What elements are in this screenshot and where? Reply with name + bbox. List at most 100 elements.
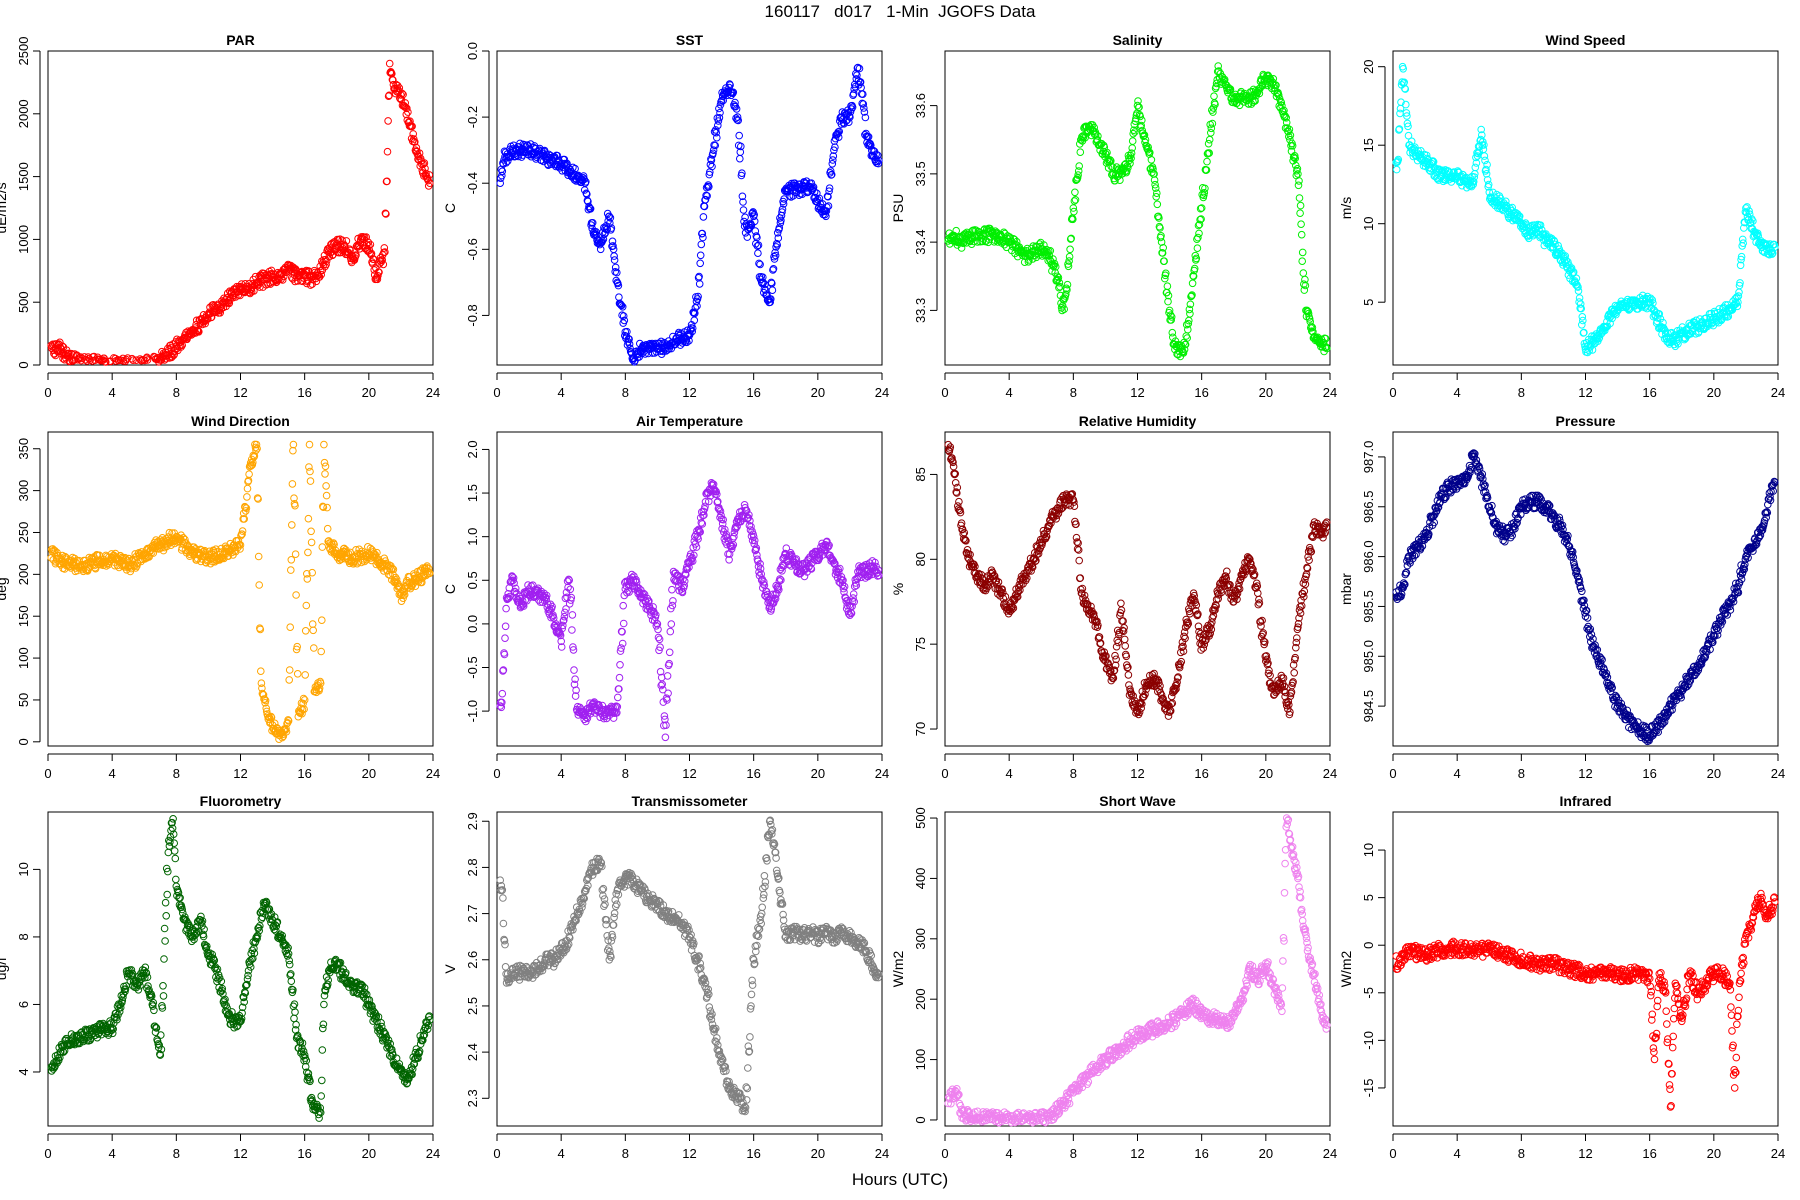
data-point — [1114, 638, 1123, 647]
y-tick-label: 2.0 — [465, 440, 480, 458]
data-point — [292, 591, 300, 599]
data-point — [815, 194, 824, 203]
data-point — [143, 356, 152, 364]
data-point — [503, 157, 512, 165]
y-tick-label: 1000 — [16, 225, 31, 254]
data-point — [693, 302, 701, 310]
data-point — [860, 108, 869, 116]
data-point — [771, 248, 779, 257]
data-point — [849, 90, 858, 98]
data-point — [1124, 671, 1133, 679]
data-point — [306, 477, 315, 485]
data-point — [1183, 334, 1191, 342]
data-point — [307, 538, 316, 547]
data-point — [738, 192, 747, 201]
data-point — [1210, 92, 1218, 100]
data-point — [827, 170, 836, 179]
panel-title: Salinity — [1113, 32, 1163, 48]
data-point — [1120, 635, 1129, 644]
y-tick-label: 2500 — [16, 37, 31, 66]
y-tick-label: 200 — [16, 563, 31, 585]
data-point — [160, 356, 169, 364]
data-point — [691, 309, 699, 318]
data-point — [637, 348, 645, 357]
data-point — [237, 280, 246, 288]
x-tick-label: 8 — [173, 385, 180, 400]
y-tick-label: -0.2 — [465, 106, 480, 128]
y-tick-label: 33.6 — [913, 93, 928, 118]
data-point — [379, 260, 388, 269]
data-point — [406, 117, 414, 125]
data-point — [618, 639, 627, 648]
data-point — [1076, 148, 1085, 156]
y-tick-label: 150 — [16, 605, 31, 627]
x-tick-label: 0 — [1389, 385, 1396, 400]
data-points — [944, 62, 1331, 361]
data-point — [616, 661, 624, 669]
x-axis: 0 4 8 12 16 20 24 — [44, 753, 440, 781]
data-point — [777, 216, 785, 225]
x-tick-label: 8 — [622, 385, 629, 400]
data-point — [773, 229, 782, 237]
data-point — [1205, 135, 1214, 144]
data-point — [310, 644, 318, 652]
data-point — [308, 620, 317, 628]
data-point — [420, 159, 429, 167]
x-tick-label: 16 — [297, 385, 311, 400]
data-point — [1121, 642, 1129, 650]
y-tick-label: 75 — [913, 637, 928, 651]
data-point — [304, 548, 312, 557]
x-tick-label: 16 — [746, 766, 760, 781]
data-point — [695, 280, 704, 288]
data-point — [753, 233, 761, 242]
data-point — [352, 251, 360, 259]
data-point — [768, 286, 777, 295]
data-point — [249, 279, 257, 288]
data-point — [362, 233, 371, 241]
data-point — [1010, 235, 1019, 244]
data-point — [1134, 97, 1142, 105]
data-point — [1066, 245, 1074, 254]
data-point — [759, 273, 767, 282]
x-tick-label: 24 — [1323, 385, 1337, 400]
y-tick-label: 100 — [16, 647, 31, 669]
x-tick-label: 8 — [622, 766, 629, 781]
data-point — [1128, 137, 1137, 145]
y-tick-label: 300 — [16, 480, 31, 502]
data-point — [322, 482, 330, 490]
data-point — [715, 104, 723, 113]
data-point — [1070, 502, 1079, 511]
data-point — [784, 185, 793, 193]
data-point — [614, 693, 622, 702]
data-point — [821, 210, 829, 219]
data-point — [425, 171, 434, 179]
x-tick-label: 4 — [1006, 766, 1013, 781]
y-tick-label: 33.3 — [913, 298, 928, 323]
data-point — [732, 105, 741, 113]
data-point — [322, 260, 330, 269]
data-point — [1075, 162, 1083, 170]
data-point — [858, 99, 867, 108]
data-point — [860, 104, 868, 112]
data-points — [496, 63, 883, 366]
data-point — [254, 552, 263, 561]
data-point — [1203, 157, 1211, 166]
data-point — [304, 514, 313, 523]
data-point — [287, 556, 296, 564]
x-axis: 0 4 8 12 16 20 24 — [941, 372, 1337, 400]
data-point — [498, 689, 507, 698]
data-point — [1163, 282, 1172, 291]
data-point — [398, 89, 406, 98]
data-point — [1195, 229, 1203, 238]
data-point — [739, 206, 748, 214]
x-tick-label: 24 — [1323, 766, 1337, 781]
data-point — [864, 141, 872, 149]
data-point — [401, 99, 410, 107]
data-point — [711, 141, 720, 150]
data-point — [729, 88, 738, 97]
data-point — [426, 179, 434, 187]
data-point — [610, 252, 618, 260]
data-point — [851, 82, 860, 91]
x-tick-label: 0 — [493, 766, 500, 781]
data-point — [246, 289, 254, 298]
